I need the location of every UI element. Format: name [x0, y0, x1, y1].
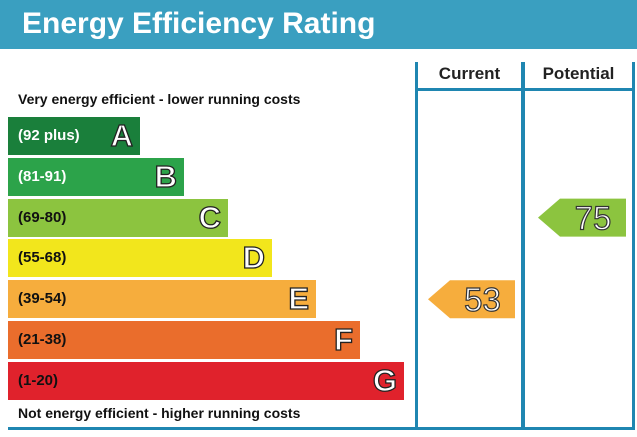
header-underline	[415, 88, 635, 91]
band-e: (39-54) E	[8, 280, 316, 318]
band-e-letter: E	[288, 280, 310, 316]
band-e-range: (39-54)	[18, 290, 67, 307]
band-b: (81-91) B	[8, 158, 184, 196]
current-column-header: Current	[438, 64, 501, 83]
potential-column-header: Potential	[542, 64, 615, 83]
current-column-left-border	[415, 62, 418, 428]
band-c: (69-80) C	[8, 199, 228, 237]
band-f: (21-38) F	[8, 321, 360, 359]
band-a-range: (92 plus)	[18, 127, 80, 144]
potential-rating-arrow-value: 75	[575, 200, 612, 237]
potential-column-right-border	[632, 62, 635, 428]
current-rating-arrow: 53	[428, 280, 515, 319]
title-bar: Energy Efficiency Rating	[0, 0, 637, 49]
band-b-range: (81-91)	[18, 168, 67, 185]
current-rating-arrow-value: 53	[464, 281, 501, 318]
band-c-range: (69-80)	[18, 209, 67, 226]
band-a-letter: A	[110, 117, 134, 153]
band-g: (1-20) G	[8, 362, 404, 400]
band-f-range: (21-38)	[18, 331, 67, 348]
chart-title: Energy Efficiency Rating	[22, 7, 376, 40]
band-f-letter: F	[333, 321, 353, 357]
chart-bottom-border	[8, 427, 635, 430]
current-rating-arrow-shape	[428, 280, 515, 319]
band-c-letter: C	[198, 199, 222, 235]
potential-rating-arrow-shape	[538, 198, 626, 237]
bottom-caption: Not energy efficient - higher running co…	[18, 405, 301, 421]
band-b-letter: B	[154, 158, 178, 194]
potential-rating-arrow: 75	[538, 198, 626, 237]
band-g-letter: G	[372, 362, 397, 398]
band-a: (92 plus) A	[8, 117, 140, 155]
band-d-range: (55-68)	[18, 249, 67, 266]
column-divider	[521, 62, 525, 428]
band-g-range: (1-20)	[18, 372, 59, 389]
band-d-letter: D	[242, 239, 266, 275]
band-d: (55-68) D	[8, 239, 272, 277]
top-caption: Very energy efficient - lower running co…	[18, 91, 301, 107]
